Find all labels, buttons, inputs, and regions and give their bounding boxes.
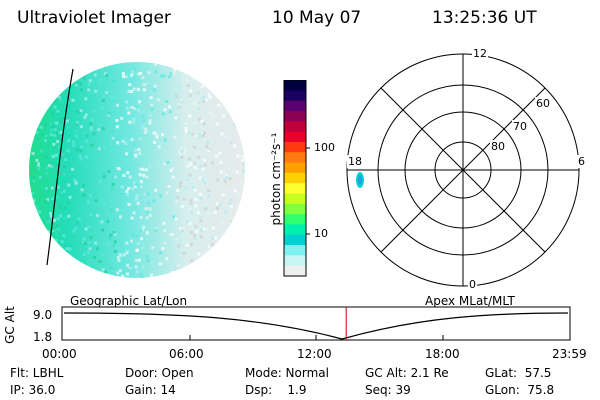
colorbar-tick-100: 100 [314,141,335,154]
polar-plot [346,53,580,287]
timeline-x-tick-1800: 18:00 [425,347,460,361]
status-glon: GLon: 75.8 [485,383,555,397]
instrument-title: Ultraviolet Imager [17,8,171,28]
mlt-label-6: 6 [577,155,586,168]
timeline-right-label: Apex MLat/MLT [425,294,515,308]
status-gc-alt: GC Alt: 2.1 Re [365,366,449,380]
date-label: 10 May 07 [272,8,362,28]
timeline-x-tick-0600: 06:00 [169,347,204,361]
timeline-plot [61,306,571,341]
timeline-x-tick-2359: 23:59 [552,347,587,361]
colorbar-tick-10: 10 [314,227,328,240]
status-ip: IP: 36.0 [10,383,56,397]
mlt-label-18: 18 [347,155,363,168]
terminator-line [46,68,74,266]
timeline-x-tick-1200: 12:00 [297,347,332,361]
status-glat: GLat: 57.5 [485,366,552,380]
status-dsp: Dsp: 1.9 [245,383,307,397]
timeline-left-label: Geographic Lat/Lon [70,294,188,308]
lat-label-70: 70 [512,120,528,133]
colorbar [283,80,310,277]
status-gain: Gain: 14 [125,383,176,397]
status-seq: Seq: 39 [365,383,411,397]
timeline-y-axis-label: GC Alt [3,306,17,344]
timeline-y-tick-9: 9.0 [33,308,53,322]
status-mode: Mode: Normal [245,366,329,380]
status-door: Door: Open [125,366,194,380]
time-label: 13:25:36 UT [432,8,537,28]
timeline-y-tick-1-8: 1.8 [33,330,53,344]
mlt-label-0: 0 [468,278,477,291]
earth-image [29,62,245,278]
lat-label-60: 60 [535,97,551,110]
status-filter: Flt: LBHL [10,366,64,380]
mlt-label-12: 12 [472,47,488,60]
timeline-x-tick-0000: 00:00 [42,347,77,361]
lat-label-80: 80 [490,140,506,153]
altitude-curve [63,312,569,340]
colorbar-unit-label: photon cm⁻²s⁻¹ [269,132,283,226]
